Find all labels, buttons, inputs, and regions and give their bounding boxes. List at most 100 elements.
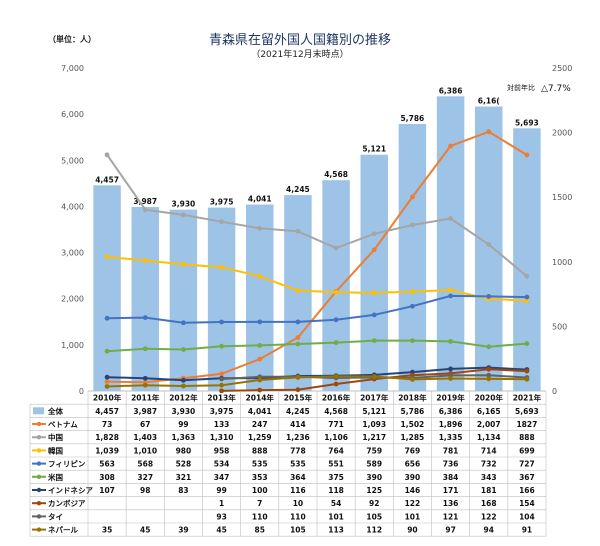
series-point xyxy=(105,349,110,354)
right-axis-tick-label: 1000 xyxy=(552,258,572,267)
series-point xyxy=(296,342,301,347)
table-cell: 589 xyxy=(366,460,382,469)
series-point xyxy=(448,144,453,149)
legend-label: 米国 xyxy=(48,472,63,482)
table-cell: 4,457 xyxy=(95,407,119,416)
table-cell: 732 xyxy=(481,460,497,469)
table-cell: 1,217 xyxy=(362,433,386,442)
table-cell: 1,236 xyxy=(286,433,310,442)
table-cell: 327 xyxy=(137,473,153,482)
table-cell: 1,134 xyxy=(477,433,501,442)
legend-label: カンボジア xyxy=(48,498,86,508)
table-cell: 73 xyxy=(102,420,112,429)
series-point xyxy=(448,376,453,381)
legend-key xyxy=(37,501,41,505)
series-point xyxy=(143,258,148,263)
bar-data-label: 4,041 xyxy=(248,195,272,204)
bar-data-label: 3,930 xyxy=(172,200,196,209)
table-cell: 1,335 xyxy=(439,433,463,442)
table-cell: 364 xyxy=(290,473,306,482)
legend-label: フィリピン xyxy=(48,459,86,469)
table-cell: 656 xyxy=(405,460,421,469)
series-point xyxy=(219,377,224,382)
series-point xyxy=(105,384,110,389)
table-cell: 384 xyxy=(443,473,459,482)
table-cell: 3,975 xyxy=(210,407,234,416)
category-label: 2012年 xyxy=(169,393,198,403)
table-cell: 1,259 xyxy=(248,433,272,442)
table-cell: 118 xyxy=(328,486,344,495)
category-label: 2013年 xyxy=(207,393,236,403)
category-label: 2016年 xyxy=(322,393,351,403)
series-point xyxy=(296,335,301,340)
legend-label: 中国 xyxy=(48,432,63,442)
table-cell: 375 xyxy=(328,473,344,482)
table-cell: 39 xyxy=(178,526,188,535)
table-cell: 528 xyxy=(176,460,192,469)
series-point xyxy=(181,262,186,267)
series-point xyxy=(525,295,530,300)
series-point xyxy=(372,313,377,318)
series-point xyxy=(219,219,224,224)
unit-label: （単位：人） xyxy=(48,34,96,44)
series-point xyxy=(219,344,224,349)
table-cell: 3,987 xyxy=(133,407,157,416)
bar xyxy=(93,185,120,391)
category-label: 2019年 xyxy=(436,393,465,403)
bar-data-label: 5,786 xyxy=(401,114,425,123)
series-point xyxy=(257,388,262,393)
series-point xyxy=(143,376,148,381)
table-cell: 101 xyxy=(328,512,344,521)
left-axis-tick-label: 0 xyxy=(79,387,84,396)
series-point xyxy=(372,231,377,236)
category-label: 2015年 xyxy=(284,393,313,403)
left-axis-tick-label: 7,000 xyxy=(61,64,84,73)
bar xyxy=(399,124,426,391)
legend-key xyxy=(37,461,41,465)
table-cell: 4,568 xyxy=(324,407,348,416)
series-point xyxy=(410,223,415,228)
series-point xyxy=(257,378,262,383)
table-cell: 121 xyxy=(443,512,459,521)
chart: （単位：人） 青森県在留外国人国籍別の推移 （2021年12月末時点） 対前年比… xyxy=(0,0,600,546)
left-axis-tick-label: 6,000 xyxy=(61,110,84,119)
table-cell: 104 xyxy=(519,512,535,521)
table-cell: 2,007 xyxy=(477,420,501,429)
table-cell: 5,786 xyxy=(401,407,425,416)
legend-key xyxy=(37,422,41,426)
table-cell: 714 xyxy=(481,446,497,455)
series-point xyxy=(525,153,530,158)
table-cell: 181 xyxy=(481,486,497,495)
bar xyxy=(322,180,349,391)
table-cell: 321 xyxy=(176,473,192,482)
table-cell: 1,285 xyxy=(401,433,425,442)
table-cell: 154 xyxy=(519,499,535,508)
table-cell: 1,010 xyxy=(133,446,157,455)
yoy-value: △7.7% xyxy=(541,84,571,94)
series-point xyxy=(105,254,110,259)
series-point xyxy=(181,347,186,352)
table-cell: 122 xyxy=(481,512,497,521)
table-cell: 367 xyxy=(519,473,535,482)
table-cell: 535 xyxy=(252,460,268,469)
table-cell: 308 xyxy=(99,473,115,482)
series-point xyxy=(448,367,453,372)
right-axis-tick-label: 1500 xyxy=(552,193,572,202)
bar-data-label: 6,16( xyxy=(478,97,500,106)
table-cell: 568 xyxy=(137,460,153,469)
table-cell: 1 xyxy=(219,499,224,508)
table-cell: 736 xyxy=(443,460,459,469)
series-point xyxy=(448,216,453,221)
bar-data-label: 6,386 xyxy=(439,86,463,95)
table-cell: 1,039 xyxy=(95,446,119,455)
legend-label: ネパール xyxy=(48,525,78,535)
legend-label: タイ xyxy=(48,511,63,521)
table-cell: 105 xyxy=(366,512,382,521)
table-cell: 171 xyxy=(443,486,459,495)
series-point xyxy=(105,152,110,157)
bar xyxy=(284,195,311,391)
bar-data-label: 5,121 xyxy=(362,145,386,154)
series-point xyxy=(181,320,186,325)
legend-label: 全体 xyxy=(47,406,63,416)
table-cell: 4,245 xyxy=(286,407,310,416)
